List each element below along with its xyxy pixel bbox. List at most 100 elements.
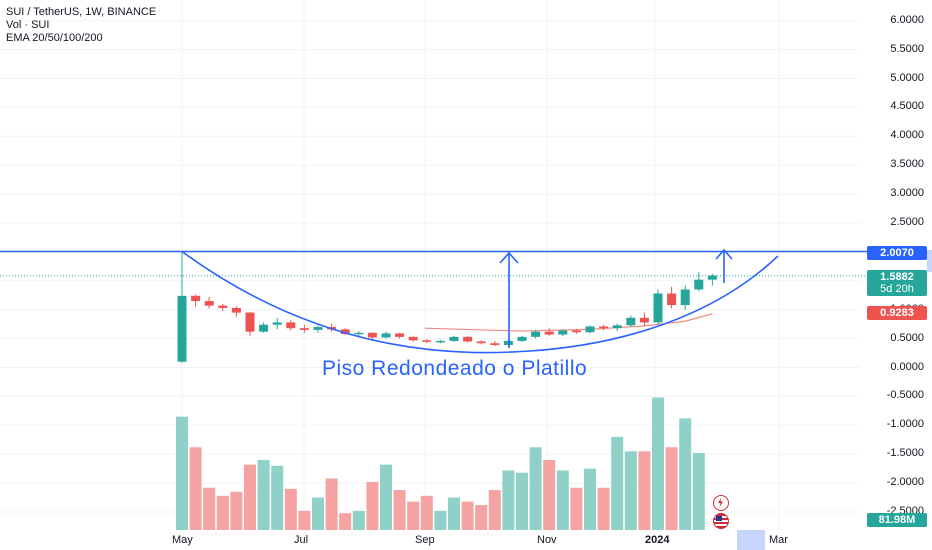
us-flag-icon[interactable] <box>713 513 729 529</box>
volume-bar <box>652 397 664 530</box>
volume-bar <box>488 490 501 530</box>
volume-bar <box>284 488 297 530</box>
volume-bar <box>176 416 188 530</box>
y-tick-label: 0.5000 <box>890 331 924 344</box>
candle-body <box>367 332 377 338</box>
volume-bar <box>448 497 460 530</box>
volume-bar <box>366 481 379 530</box>
volume-bar <box>216 495 229 530</box>
x-tick-label: Sep <box>415 534 435 546</box>
candle-body <box>626 317 636 326</box>
candle-body <box>435 340 445 343</box>
candle-body <box>599 326 609 329</box>
candle-body <box>531 331 541 337</box>
volume-bar <box>543 459 556 530</box>
volume-bar <box>244 464 256 530</box>
y-tick-label: -0.5000 <box>886 389 924 402</box>
volume-bar <box>312 497 324 530</box>
volume-price-tag: 81.98M <box>867 513 927 527</box>
volume-bar <box>570 487 583 530</box>
y-tick-label: 3.5000 <box>890 158 924 171</box>
candle-body <box>218 305 228 308</box>
volume-bar <box>407 501 420 530</box>
volume-bar <box>380 464 392 530</box>
arrow-up-left <box>499 251 519 348</box>
volume-bar <box>502 470 515 530</box>
bar-countdown: 5d 20h <box>880 283 914 295</box>
volume-bar <box>638 451 651 530</box>
candle-body <box>639 317 649 323</box>
volume-bar <box>271 465 284 530</box>
candle-body <box>544 331 554 335</box>
candle-body <box>395 333 405 337</box>
candle-body <box>354 332 364 335</box>
time-range-highlight <box>737 530 765 550</box>
y-tick-label: 6.0000 <box>890 13 924 26</box>
candle-body <box>408 336 418 341</box>
symbol-title[interactable]: SUI / TetherUS, 1W, BINANCE <box>6 6 157 18</box>
volume-bar <box>203 487 216 530</box>
candle-body <box>680 289 690 306</box>
y-tick-label: 5.0000 <box>890 71 924 84</box>
y-tick-label: -2.0000 <box>886 476 924 489</box>
y-tick-label: 4.0000 <box>890 129 924 142</box>
y-tick-label: 0.0000 <box>890 360 924 373</box>
volume-bar <box>434 510 447 530</box>
ema-indicator-label[interactable]: EMA 20/50/100/200 <box>6 32 103 44</box>
volume-bar <box>611 436 624 530</box>
pattern-annotation[interactable]: Piso Redondeado o Platillo <box>322 357 588 380</box>
volume-bar <box>461 501 474 530</box>
volume-bar <box>679 418 692 530</box>
volume-bars <box>176 397 705 530</box>
y-tick-label: 2.5000 <box>890 216 924 228</box>
candle-body <box>612 325 622 329</box>
candle-body <box>449 336 459 341</box>
candle-body <box>585 326 595 333</box>
volume-bar <box>584 468 596 530</box>
volume-bar <box>257 459 270 530</box>
x-tick-label: Jul <box>294 534 309 546</box>
volume-bar <box>665 447 678 530</box>
candle-body <box>231 307 241 313</box>
candle-body <box>558 330 568 335</box>
volume-bar <box>393 490 406 530</box>
volume-bar <box>189 447 202 530</box>
volume-bar <box>516 472 528 530</box>
volume-bar <box>420 495 433 530</box>
x-tick-label: 2024 <box>645 534 670 546</box>
volume-indicator-label[interactable]: Vol · SUI <box>6 19 50 31</box>
last-price-tag: 1.5882 5d 20h <box>867 270 927 296</box>
candle-body <box>381 333 391 338</box>
volume-bar <box>339 513 352 530</box>
x-tick-label: Nov <box>537 534 557 546</box>
candle-body <box>245 312 255 332</box>
y-tick-label: -1.0000 <box>886 418 924 431</box>
candle-body <box>204 301 214 306</box>
chart-legend: SUI / TetherUS, 1W, BINANCE Vol · SUI EM… <box>6 6 156 45</box>
grid <box>0 0 860 530</box>
volume-bar <box>475 505 488 530</box>
candle-body <box>517 336 527 341</box>
candle-body <box>463 336 473 342</box>
volume-bar <box>556 470 569 530</box>
y-tick-label: 4.5000 <box>890 100 924 113</box>
rounded-bottom-curve <box>181 250 779 354</box>
lightning-icon[interactable] <box>713 495 729 511</box>
level-tag-highlight <box>927 250 932 272</box>
candle-body <box>667 293 677 306</box>
volume-bar <box>692 453 705 530</box>
arrow-up-right <box>715 248 733 283</box>
y-tick-label: 5.5000 <box>890 42 924 55</box>
candles <box>177 251 717 363</box>
candle-body <box>422 340 432 342</box>
volume-bar <box>624 451 637 530</box>
candle-body <box>286 322 296 329</box>
candle-body <box>299 328 309 330</box>
level-price-tag: 2.0070 <box>867 246 927 260</box>
candle-body <box>259 324 269 332</box>
y-tick-label: 3.0000 <box>890 187 924 200</box>
candle-body <box>707 275 717 280</box>
ema-price-tag: 0.9283 <box>867 306 927 320</box>
candle-body <box>571 330 581 333</box>
